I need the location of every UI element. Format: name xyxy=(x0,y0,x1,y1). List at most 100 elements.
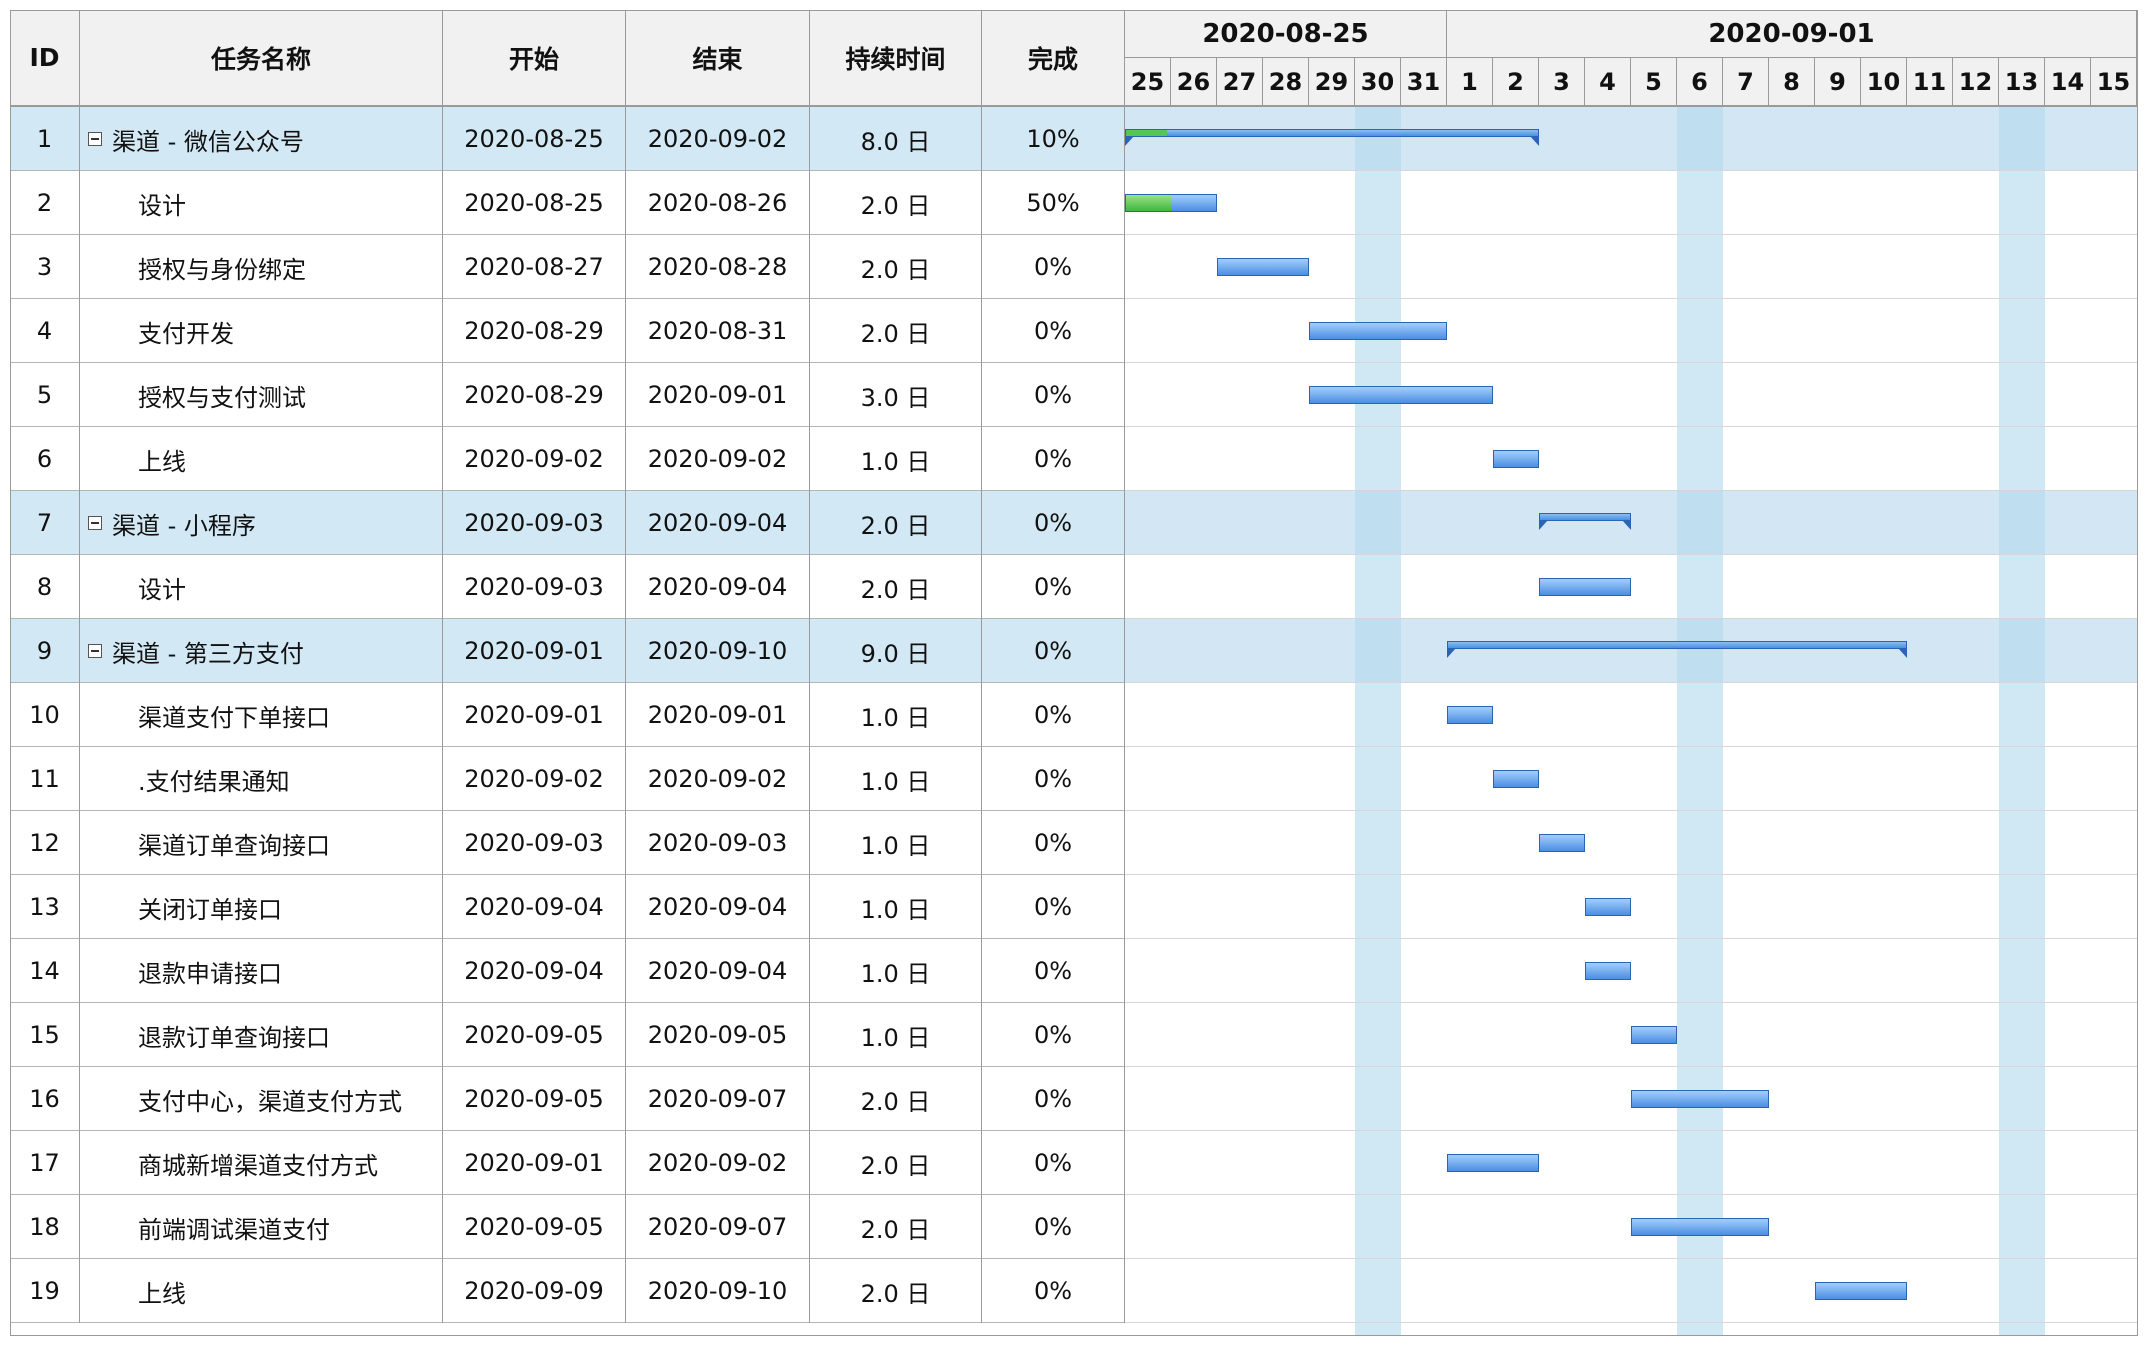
cell-end: 2020-09-10 xyxy=(626,1259,810,1323)
cell-duration: 1.0 日 xyxy=(810,939,982,1003)
cell-name: 渠道支付下单接口 xyxy=(80,683,443,747)
task-bar[interactable] xyxy=(1447,1154,1539,1172)
cell-complete: 0% xyxy=(982,299,1125,363)
cell-complete: 50% xyxy=(982,171,1125,235)
cell-end: 2020-09-03 xyxy=(626,811,810,875)
header-complete[interactable]: 完成 xyxy=(982,10,1125,107)
cell-duration: 9.0 日 xyxy=(810,619,982,683)
header-task-name[interactable]: 任务名称 xyxy=(80,10,443,107)
collapse-toggle-icon[interactable] xyxy=(88,132,102,146)
task-name: 渠道 - 微信公众号 xyxy=(112,127,304,156)
task-bar[interactable] xyxy=(1585,898,1631,916)
summary-bar[interactable] xyxy=(1539,513,1631,530)
cell-start: 2020-09-02 xyxy=(443,747,626,811)
task-bar[interactable] xyxy=(1493,450,1539,468)
cell-id: 2 xyxy=(10,171,80,235)
table-row[interactable]: 8 设计 2020-09-03 2020-09-04 2.0 日 0% xyxy=(10,555,1125,619)
day-header: 4 xyxy=(1585,58,1631,107)
task-bar[interactable] xyxy=(1217,258,1309,276)
summary-bar-end-tip xyxy=(1622,520,1631,530)
cell-name: 商城新增渠道支付方式 xyxy=(80,1131,443,1195)
day-header: 7 xyxy=(1723,58,1769,107)
progress-fill xyxy=(1126,195,1171,211)
task-bar[interactable] xyxy=(1631,1026,1677,1044)
task-bar[interactable] xyxy=(1309,322,1447,340)
table-row[interactable]: 15 退款订单查询接口 2020-09-05 2020-09-05 1.0 日 0% xyxy=(10,1003,1125,1067)
task-bar[interactable] xyxy=(1631,1218,1769,1236)
header-end[interactable]: 结束 xyxy=(626,10,810,107)
table-row[interactable]: 5 授权与支付测试 2020-08-29 2020-09-01 3.0 日 0% xyxy=(10,363,1125,427)
table-row[interactable]: 13 关闭订单接口 2020-09-04 2020-09-04 1.0 日 0% xyxy=(10,875,1125,939)
table-row[interactable]: 6 上线 2020-09-02 2020-09-02 1.0 日 0% xyxy=(10,427,1125,491)
cell-start: 2020-09-01 xyxy=(443,1131,626,1195)
day-header: 2 xyxy=(1493,58,1539,107)
table-row[interactable]: 1 渠道 - 微信公众号 2020-08-25 2020-09-02 8.0 日 10% xyxy=(10,107,1125,171)
task-bar[interactable] xyxy=(1493,770,1539,788)
cell-id: 14 xyxy=(10,939,80,1003)
task-bar[interactable] xyxy=(1125,194,1217,212)
task-bar[interactable] xyxy=(1631,1090,1769,1108)
table-row[interactable]: 12 渠道订单查询接口 2020-09-03 2020-09-03 1.0 日 0% xyxy=(10,811,1125,875)
task-bar[interactable] xyxy=(1309,386,1493,404)
cell-end: 2020-09-04 xyxy=(626,875,810,939)
table-row[interactable]: 19 上线 2020-09-09 2020-09-10 2.0 日 0% xyxy=(10,1259,1125,1323)
table-row[interactable]: 2 设计 2020-08-25 2020-08-26 2.0 日 50% xyxy=(10,171,1125,235)
cell-complete: 0% xyxy=(982,1003,1125,1067)
cell-start: 2020-09-05 xyxy=(443,1003,626,1067)
summary-bar-start-tip xyxy=(1539,520,1548,530)
table-row[interactable]: 14 退款申请接口 2020-09-04 2020-09-04 1.0 日 0% xyxy=(10,939,1125,1003)
table-row[interactable]: 18 前端调试渠道支付 2020-09-05 2020-09-07 2.0 日 0% xyxy=(10,1195,1125,1259)
table-row[interactable]: 11 .支付结果通知 2020-09-02 2020-09-02 1.0 日 0% xyxy=(10,747,1125,811)
task-name: 退款订单查询接口 xyxy=(138,1023,330,1052)
collapse-toggle-icon[interactable] xyxy=(88,644,102,658)
header-start[interactable]: 开始 xyxy=(443,10,626,107)
cell-start: 2020-08-29 xyxy=(443,363,626,427)
weekend-column xyxy=(1355,107,1401,1336)
cell-end: 2020-09-05 xyxy=(626,1003,810,1067)
day-header: 27 xyxy=(1217,58,1263,107)
gantt-chart: ID 任务名称 开始 结束 持续时间 完成 1 渠道 - 微信公众号 2020-08… xyxy=(10,10,2138,1336)
day-header: 3 xyxy=(1539,58,1585,107)
task-bar[interactable] xyxy=(1539,834,1585,852)
header-id[interactable]: ID xyxy=(10,10,80,107)
timeline-row xyxy=(1125,1131,2138,1195)
table-row[interactable]: 3 授权与身份绑定 2020-08-27 2020-08-28 2.0 日 0% xyxy=(10,235,1125,299)
table-row[interactable]: 4 支付开发 2020-08-29 2020-08-31 2.0 日 0% xyxy=(10,299,1125,363)
cell-name: 支付中心，渠道支付方式 xyxy=(80,1067,443,1131)
timeline-row xyxy=(1125,1195,2138,1259)
header-duration[interactable]: 持续时间 xyxy=(810,10,982,107)
cell-name: 设计 xyxy=(80,555,443,619)
cell-duration: 8.0 日 xyxy=(810,107,982,171)
cell-complete: 0% xyxy=(982,555,1125,619)
task-bar[interactable] xyxy=(1447,706,1493,724)
table-row[interactable]: 16 支付中心，渠道支付方式 2020-09-05 2020-09-07 2.0 日 0% xyxy=(10,1067,1125,1131)
day-header: 13 xyxy=(1999,58,2045,107)
timeline-row xyxy=(1125,747,2138,811)
summary-bar[interactable] xyxy=(1447,641,1907,658)
cell-name: 前端调试渠道支付 xyxy=(80,1195,443,1259)
table-row[interactable]: 7 渠道 - 小程序 2020-09-03 2020-09-04 2.0 日 0% xyxy=(10,491,1125,555)
task-name: 支付开发 xyxy=(138,319,234,348)
cell-complete: 0% xyxy=(982,427,1125,491)
collapse-toggle-icon[interactable] xyxy=(88,516,102,530)
table-row[interactable]: 10 渠道支付下单接口 2020-09-01 2020-09-01 1.0 日 0% xyxy=(10,683,1125,747)
summary-bar-start-tip xyxy=(1447,648,1456,658)
cell-id: 8 xyxy=(10,555,80,619)
timeline-row xyxy=(1125,427,2138,491)
cell-start: 2020-08-29 xyxy=(443,299,626,363)
task-bar[interactable] xyxy=(1539,578,1631,596)
table-row[interactable]: 17 商城新增渠道支付方式 2020-09-01 2020-09-02 2.0 日 0% xyxy=(10,1131,1125,1195)
cell-name: 设计 xyxy=(80,171,443,235)
cell-duration: 2.0 日 xyxy=(810,555,982,619)
week-header: 2020-08-25 xyxy=(1125,10,1447,58)
summary-bar-end-tip xyxy=(1898,648,1907,658)
cell-id: 3 xyxy=(10,235,80,299)
cell-duration: 2.0 日 xyxy=(810,235,982,299)
summary-bar[interactable] xyxy=(1125,129,1539,146)
task-name: 前端调试渠道支付 xyxy=(138,1215,330,1244)
cell-start: 2020-09-03 xyxy=(443,491,626,555)
task-bar[interactable] xyxy=(1815,1282,1907,1300)
table-row[interactable]: 9 渠道 - 第三方支付 2020-09-01 2020-09-10 9.0 日 0% xyxy=(10,619,1125,683)
task-bar[interactable] xyxy=(1585,962,1631,980)
cell-start: 2020-09-01 xyxy=(443,619,626,683)
